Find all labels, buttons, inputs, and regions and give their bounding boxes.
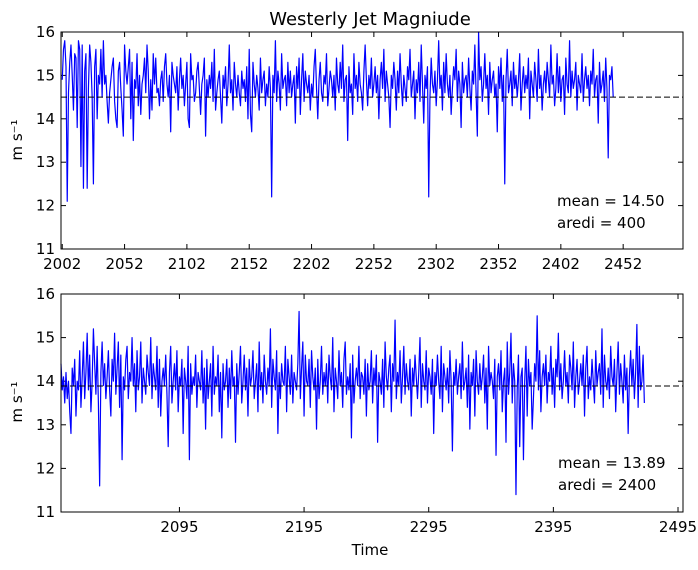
top-chart-title: Westerly Jet Magniude <box>269 9 471 30</box>
top-chart-y-axis-label: m s⁻¹ <box>8 119 26 160</box>
top-chart-y-tick-label: 13 <box>36 153 55 171</box>
bottom-chart-annotation-aredi: aredi = 2400 <box>558 476 656 494</box>
top-chart-panel: 11 12 13 14 15 16 2002 2052 2102 2152 2202 2252 2302… <box>8 23 684 273</box>
bottom-chart-y-tick-label: 12 <box>36 459 55 477</box>
top-chart-x-tick-label: 2452 <box>604 255 642 273</box>
top-chart-x-tick-label: 2402 <box>542 255 580 273</box>
bottom-chart-frame <box>60 293 684 513</box>
top-chart-y-tick-label: 12 <box>36 197 55 215</box>
top-chart-x-tick-label: 2252 <box>355 255 393 273</box>
top-chart-y-tick-label: 11 <box>36 240 55 258</box>
top-chart-x-tick-label: 2002 <box>43 255 81 273</box>
top-chart-annotation-aredi: aredi = 400 <box>557 214 646 232</box>
top-chart-y-tick-label: 15 <box>36 66 55 84</box>
bottom-chart-annotation-mean: mean = 13.89 <box>558 454 666 472</box>
top-chart-x-tick-label: 2352 <box>479 255 517 273</box>
bottom-chart-x-axis-label: Time <box>351 541 389 559</box>
top-chart-x-tick-label: 2052 <box>105 255 143 273</box>
top-chart-series-line <box>61 31 614 202</box>
bottom-chart-x-tick-label: 2395 <box>534 518 572 536</box>
top-chart-frame <box>60 31 684 250</box>
bottom-chart-x-tick-label: 2495 <box>659 518 697 536</box>
top-chart-y-tick-label: 16 <box>36 23 55 41</box>
top-chart-x-tick-label: 2102 <box>168 255 206 273</box>
bottom-chart-y-tick-label: 14 <box>36 372 55 390</box>
bottom-chart-y-tick-label: 15 <box>36 329 55 347</box>
top-chart-annotation-mean: mean = 14.50 <box>557 192 665 210</box>
bottom-chart-y-tick-label: 11 <box>36 503 55 521</box>
top-chart-y-tick-label: 14 <box>36 110 55 128</box>
top-chart-x-tick-label: 2302 <box>417 255 455 273</box>
top-chart-x-tick-label: 2202 <box>292 255 330 273</box>
bottom-chart-x-tick-label: 2195 <box>285 518 323 536</box>
bottom-chart-x-tick-label: 2095 <box>160 518 198 536</box>
bottom-chart-x-tick-label: 2295 <box>410 518 448 536</box>
bottom-chart-y-axis-label: m s⁻¹ <box>8 381 26 422</box>
bottom-chart-series-line <box>60 310 645 496</box>
top-chart-x-tick-label: 2152 <box>230 255 268 273</box>
bottom-chart-y-tick-label: 13 <box>36 416 55 434</box>
bottom-chart-panel: 11 12 13 14 15 16 2095 2195 2295 2395 2495 mean = … <box>8 285 697 559</box>
bottom-chart-y-tick-label: 16 <box>36 285 55 303</box>
